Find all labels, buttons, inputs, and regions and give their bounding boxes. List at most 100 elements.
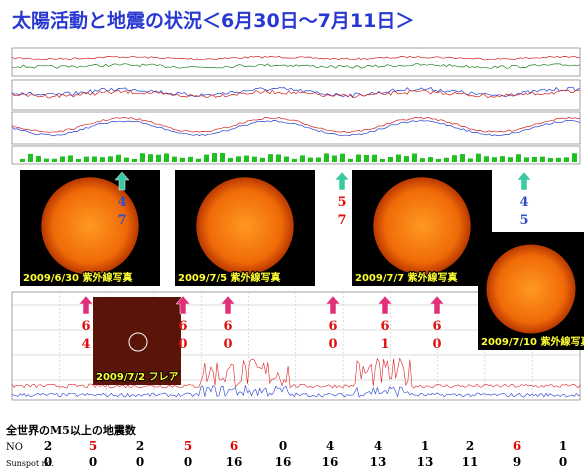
cell: 2 xyxy=(136,439,144,453)
plot-bar xyxy=(516,154,521,162)
plot-bar xyxy=(188,156,193,162)
plot-line xyxy=(11,63,581,69)
plot-bar xyxy=(44,158,49,162)
plot-bar xyxy=(556,157,561,162)
cell: 5 xyxy=(89,439,97,453)
plot-bar xyxy=(196,158,201,162)
marker-bottom: 0 xyxy=(178,337,187,352)
cell: 0 xyxy=(559,455,567,469)
plot-bar xyxy=(300,155,305,162)
cell: 0 xyxy=(44,455,52,469)
marker-top: 6 xyxy=(432,319,441,334)
plot-bar xyxy=(532,156,537,162)
marker-top: 6 xyxy=(178,319,187,334)
plot-bar xyxy=(60,156,65,162)
plot-bar xyxy=(76,158,81,162)
arrow xyxy=(325,295,341,315)
arrow xyxy=(175,295,191,315)
xray-line xyxy=(11,357,581,389)
plot-bar xyxy=(444,157,449,162)
marker-bottom: 4 xyxy=(81,337,90,352)
plot-bar xyxy=(164,153,169,162)
photo-caption: 2009/7/7 紫外線写真 xyxy=(355,271,458,284)
plot-bar xyxy=(100,157,105,162)
plot-bar xyxy=(244,155,249,162)
plot-bar xyxy=(156,154,161,162)
plot-bar xyxy=(68,155,73,162)
plot-bar xyxy=(564,157,569,162)
cell: 16 xyxy=(275,455,292,469)
photo-caption: 2009/7/2 フレア xyxy=(96,371,179,383)
plot-frame xyxy=(11,111,581,145)
plot-bar xyxy=(124,157,129,162)
plot-bar xyxy=(284,156,289,162)
marker-bottom: 0 xyxy=(328,337,337,352)
plot-bar xyxy=(524,157,529,162)
plot-bar xyxy=(204,154,209,162)
marker-bottom: 7 xyxy=(337,213,346,228)
plot-bar xyxy=(252,156,257,162)
marker-top: 6 xyxy=(328,319,337,334)
cell: 4 xyxy=(374,439,382,453)
marker-bottom: 0 xyxy=(432,337,441,352)
photo-caption: 2009/6/30 紫外線写真 xyxy=(23,271,133,284)
plot-bar xyxy=(324,153,329,162)
marker-bottom: 7 xyxy=(117,213,126,228)
cell: 11 xyxy=(462,455,479,469)
sun xyxy=(196,177,294,275)
plot-bar xyxy=(84,156,89,162)
plot-bar xyxy=(180,157,185,162)
plot-bar xyxy=(372,154,377,162)
arrow xyxy=(334,171,350,191)
marker-bottom: 5 xyxy=(519,213,528,228)
arrow xyxy=(516,171,532,191)
marker-top: 6 xyxy=(81,319,90,334)
cell: 13 xyxy=(370,455,387,469)
row-label: Sunspot no. xyxy=(6,459,54,468)
cell: 6 xyxy=(230,439,238,453)
plot-bar xyxy=(20,158,25,162)
cell: 5 xyxy=(184,439,192,453)
plot-bar xyxy=(468,158,473,162)
cell: 2 xyxy=(466,439,474,453)
sun xyxy=(41,177,139,275)
plot-bar xyxy=(572,153,577,162)
photo-caption: 2009/7/5 紫外線写真 xyxy=(178,271,281,284)
plot-bar xyxy=(380,158,385,162)
arrow xyxy=(114,171,130,191)
marker-bottom: 1 xyxy=(380,337,389,352)
flare-ring xyxy=(128,332,148,352)
cell: 0 xyxy=(136,455,144,469)
cell: 0 xyxy=(184,455,192,469)
plot-bar xyxy=(92,156,97,162)
plot-bar xyxy=(28,153,33,162)
plot-bar xyxy=(212,153,217,162)
row-label: NO xyxy=(6,442,23,453)
plot-frame xyxy=(11,47,581,77)
plot-bar xyxy=(356,154,361,162)
sun xyxy=(373,177,471,275)
plot-bar xyxy=(452,155,457,162)
arrow xyxy=(429,295,445,315)
plot-line xyxy=(11,55,581,61)
plot-bar xyxy=(268,154,273,162)
plot-bar xyxy=(132,158,137,162)
photo-caption: 2009/7/10 紫外線写真 xyxy=(481,335,584,348)
cell: 4 xyxy=(326,439,334,453)
plot-bar xyxy=(52,158,57,162)
plot-bar xyxy=(316,157,321,162)
plot-line xyxy=(11,89,581,99)
xray-line xyxy=(11,385,581,398)
sun xyxy=(486,244,576,334)
plot-bar xyxy=(332,155,337,162)
plot-bar xyxy=(548,157,553,162)
plot-bar xyxy=(436,158,441,162)
cell: 2 xyxy=(44,439,52,453)
plot-bar xyxy=(148,154,153,162)
plot-line xyxy=(11,116,581,134)
markers: 4 7 5 7 4 5 6 4 6 0 6 0 6 0 6 1 6 0 xyxy=(78,171,532,352)
cell: 1 xyxy=(421,439,429,453)
title: 太陽活動と地震の状況＜6月30日～7月11日＞ xyxy=(12,9,414,32)
